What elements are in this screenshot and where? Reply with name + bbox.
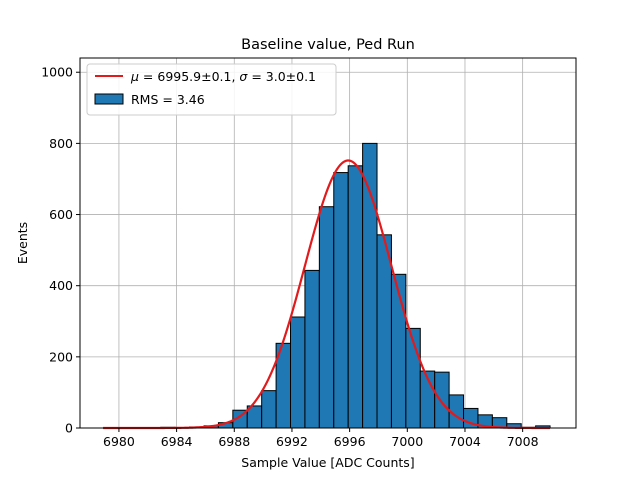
histogram-bar-15: [318, 206, 335, 429]
legend-mu-value: = 6995.9±0.1,: [139, 69, 239, 84]
x-tick-label-3: 6992: [276, 434, 308, 449]
legend-fit-label: μ = 6995.9±0.1, σ = 3.0±0.1: [130, 69, 316, 84]
histogram-bar-11: [261, 390, 277, 429]
x-tick-label-5: 7000: [391, 434, 423, 449]
plot-frame: [79, 57, 577, 429]
histogram-bar-19: [376, 234, 392, 429]
x-axis-label: Sample Value [ADC Counts]: [241, 455, 414, 470]
chart-title: Baseline value, Ped Run: [241, 37, 415, 53]
y-tick-label-1: 200: [49, 349, 73, 364]
legend: μ = 6995.9±0.1, σ = 3.0±0.1 RMS = 3.46: [86, 63, 337, 116]
x-tick-label-4: 6996: [334, 434, 366, 449]
x-tick-label-2: 6988: [218, 434, 250, 449]
histogram-bar-23: [434, 371, 450, 429]
histogram-bar-17: [347, 165, 364, 429]
legend-sigma-symbol: σ: [239, 69, 248, 84]
legend-rms-label: RMS = 3.46: [131, 92, 205, 107]
histogram-bar-18: [362, 142, 378, 429]
y-tick-label-3: 600: [49, 207, 73, 222]
y-axis-ticks: 0 200 400 600 800 1000: [41, 65, 80, 436]
legend-sigma-value: = 3.0±0.1: [247, 69, 316, 84]
x-tick-label-1: 6984: [161, 434, 193, 449]
x-axis-ticks: 6980 6984 6988 6992 6996 7000 7004 7008: [103, 428, 539, 449]
legend-histogram-swatch: [94, 93, 124, 105]
histogram-bar-20: [390, 273, 407, 429]
x-tick-label-6: 7004: [449, 434, 481, 449]
y-tick-label-2: 400: [49, 278, 73, 293]
histogram-bar-14: [304, 269, 320, 429]
legend-box: [86, 63, 337, 116]
y-axis-label: Events: [15, 222, 30, 264]
y-tick-label-5: 1000: [41, 65, 73, 80]
y-tick-label-4: 800: [49, 136, 73, 151]
histogram-bars: [116, 142, 551, 429]
histogram-bar-16: [333, 172, 349, 429]
x-tick-label-0: 6980: [103, 434, 135, 449]
x-tick-label-7: 7008: [507, 434, 539, 449]
y-tick-label-0: 0: [65, 421, 73, 436]
legend-mu-symbol: μ: [130, 69, 139, 84]
histogram-bar-13: [290, 316, 306, 429]
